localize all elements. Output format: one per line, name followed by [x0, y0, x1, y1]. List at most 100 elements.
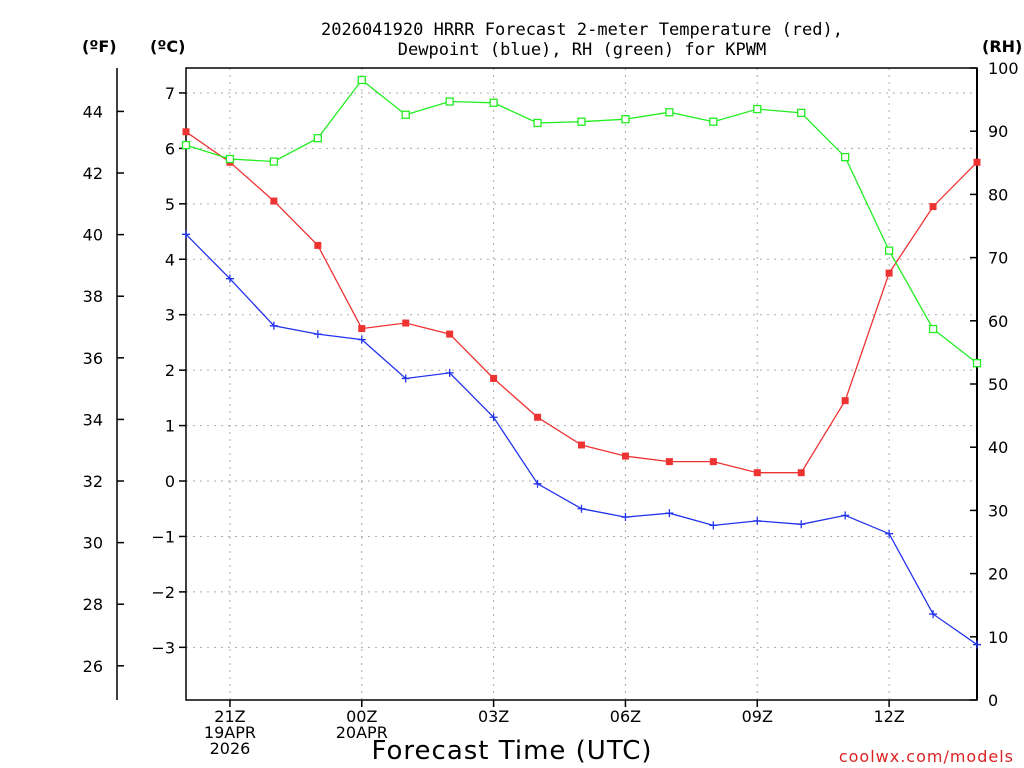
temperature-point: [270, 197, 278, 205]
rh-tick-label: 90: [988, 122, 1008, 141]
fahrenheit-tick-label: 44: [83, 102, 103, 121]
rh-tick-label: 70: [988, 249, 1008, 268]
chart-title-line1: 2026041920 HRRR Forecast 2-meter Tempera…: [321, 20, 843, 40]
dewpoint-point: [841, 511, 850, 520]
fahrenheit-tick-label: 36: [83, 349, 103, 368]
fahrenheit-tick-label: 32: [83, 472, 103, 491]
temperature-line: [185, 131, 978, 474]
celsius-tick-label: 4: [165, 250, 175, 269]
rh-point: [709, 117, 718, 126]
rh-point: [313, 134, 322, 143]
dewpoint-point: [445, 368, 454, 377]
temperature-point: [314, 241, 322, 249]
celsius-unit-label: (ºC): [150, 37, 185, 56]
dewpoint-point: [357, 335, 366, 344]
x-tick-label: 19APR: [204, 723, 256, 742]
temperature-point: [621, 452, 629, 460]
rh-point: [401, 110, 410, 119]
x-tick-label: 03Z: [478, 707, 509, 726]
rh-point: [928, 324, 938, 334]
fahrenheit-tick-label: 30: [83, 534, 103, 553]
fahrenheit-unit-label: (ºF): [82, 37, 117, 56]
dewpoint-point: [797, 520, 806, 529]
rh-point: [665, 108, 674, 117]
dewpoint-point: [577, 504, 586, 513]
fahrenheit-axis: 44 42 40 38 36 34 32 30 28 26: [83, 102, 124, 676]
celsius-tick-label: 5: [165, 195, 175, 214]
temperature-point: [665, 458, 673, 466]
rh-point: [225, 154, 235, 164]
dewpoint-point: [709, 521, 718, 530]
rh-point: [489, 98, 498, 107]
dewpoint-point: [533, 479, 542, 488]
dewpoint-point: [401, 374, 410, 383]
rh-tick-label: 0: [988, 691, 998, 710]
celsius-tick-label: −1: [151, 527, 175, 546]
temperature-point: [753, 469, 761, 477]
dewpoint-point: [182, 230, 190, 239]
dewpoint-point: [489, 413, 498, 422]
x-tick-label: 09Z: [742, 707, 773, 726]
temperature-point: [929, 203, 937, 211]
temperature-point: [182, 128, 190, 136]
rh-tick-label: 50: [988, 375, 1008, 394]
x-tick-label: 06Z: [610, 707, 641, 726]
temperature-point: [402, 319, 410, 327]
rh-point: [445, 97, 454, 106]
celsius-tick-label: 7: [165, 84, 175, 103]
rh-point: [797, 108, 806, 118]
x-tick-label: 2026: [210, 739, 251, 758]
rh-unit-label: (RH): [982, 37, 1022, 56]
rh-tick-label: 30: [988, 501, 1008, 520]
temperature-point: [446, 330, 454, 338]
dewpoint-point: [225, 274, 234, 283]
plot-frame: [185, 67, 978, 701]
rh-point: [533, 118, 542, 128]
source-credit[interactable]: coolwx.com/models: [839, 747, 1014, 766]
chart-grid: [186, 68, 977, 700]
rh-point: [753, 104, 762, 114]
series-temperature: [182, 128, 981, 477]
x-tick-label: 12Z: [873, 707, 904, 726]
fahrenheit-tick-label: 38: [83, 287, 103, 306]
rh-tick-label: 80: [988, 185, 1008, 204]
x-tick-label: 20APR: [336, 723, 388, 742]
temperature-point: [534, 413, 542, 421]
rh-tick-label: 20: [988, 565, 1008, 584]
rh-tick-label: 100: [988, 59, 1019, 78]
dewpoint-point: [269, 321, 278, 330]
chart-title-line2: Dewpoint (blue), RH (green) for KPWM: [398, 40, 766, 60]
celsius-axis: 7 6 5 4 3 2 1 0 −1 −2 −3: [151, 84, 186, 657]
rh-tick-label: 40: [988, 438, 1008, 457]
dewpoint-point: [973, 640, 981, 649]
rh-point: [841, 152, 850, 162]
x-axis-title: Forecast Time (UTC): [371, 736, 652, 766]
rh-point: [972, 358, 982, 368]
temperature-point: [797, 469, 805, 477]
dewpoint-line: [185, 233, 978, 646]
celsius-tick-label: 6: [165, 139, 175, 158]
rh-tick-label: 60: [988, 312, 1008, 331]
dewpoint-point: [753, 516, 762, 525]
rh-point: [577, 117, 586, 126]
dewpoint-point: [313, 330, 322, 339]
dewpoint-point: [929, 610, 938, 619]
celsius-tick-label: 3: [165, 306, 175, 325]
rh-point: [884, 246, 894, 255]
series-dewpoint: [182, 230, 981, 649]
temperature-point: [490, 374, 498, 382]
dewpoint-point: [621, 513, 630, 522]
x-tick-label: 21Z: [214, 707, 245, 726]
celsius-tick-label: −2: [151, 583, 175, 602]
temperature-point: [973, 158, 981, 166]
temperature-point: [358, 325, 366, 333]
series-rh: [181, 75, 982, 368]
fahrenheit-tick-label: 42: [83, 164, 103, 183]
fahrenheit-tick-label: 26: [83, 657, 103, 676]
dewpoint-point: [665, 509, 674, 518]
fahrenheit-tick-label: 34: [83, 410, 103, 429]
series-layer: [181, 75, 982, 649]
